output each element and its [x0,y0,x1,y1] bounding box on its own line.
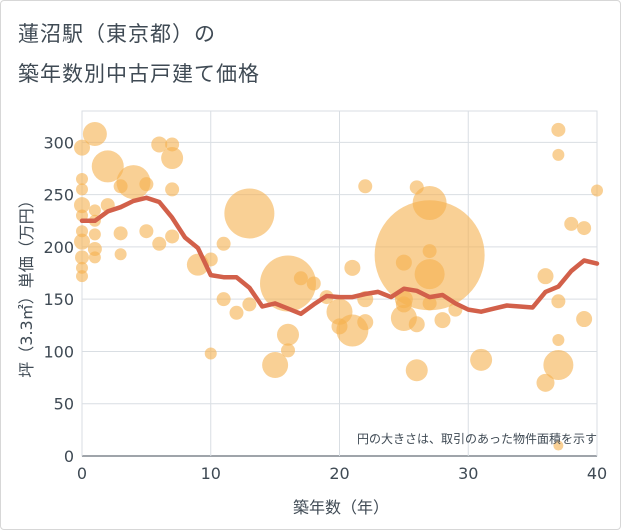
bubble [76,183,88,196]
bubble [552,148,565,161]
bubble [88,251,101,264]
bubble [591,184,603,197]
bubble [577,221,592,236]
bubble [116,165,151,200]
bubble [306,276,321,291]
x-axis-label: 築年数（年） [293,498,389,517]
bubble [293,271,308,286]
x-tick-label: 0 [77,464,87,483]
bubble [422,296,437,311]
bubble [76,270,88,283]
bubble [114,248,127,261]
bubble [76,172,88,185]
bubble [536,373,555,392]
bubble [139,177,154,192]
bubble [74,233,90,250]
bubble-series [74,122,603,451]
bubble [564,216,579,231]
x-tick-label: 10 [201,464,221,483]
bubble [576,311,593,328]
y-tick-label: 200 [43,238,74,257]
y-tick-label: 150 [43,290,74,309]
bubble [344,259,361,276]
bubble [161,147,184,170]
bubble [74,139,90,156]
x-tick-label: 20 [329,464,349,483]
bubble [281,343,295,358]
bubble [74,197,90,214]
y-tick-label: 0 [64,447,74,466]
bubble [260,255,316,312]
bubble [229,305,244,320]
bubble [434,312,451,329]
bubble [76,225,88,238]
bubble [88,204,101,217]
bubble [91,150,124,183]
bubble [139,224,154,239]
bubble [152,236,167,251]
bubble [408,316,425,333]
bubble [165,229,180,244]
bubble-size-note: 円の大きさは、取引のあった物件面積を示す [357,431,597,446]
axis-ticks: 0 50 100 150 200 250 300 0 10 20 30 40 [43,133,607,483]
bubble [553,440,564,451]
bubble [537,268,554,285]
y-tick-label: 300 [43,133,74,152]
trend-line [79,195,600,317]
bubble [82,122,107,146]
bubble [76,209,88,222]
bubble [405,359,428,382]
chart-title-line2: 築年数別中古戸建て価格 [18,62,260,86]
bubble [113,226,128,241]
bubble [75,250,89,265]
bubble [470,348,493,371]
bubble [358,179,373,194]
bubble [204,347,217,360]
bubble [543,350,574,381]
bubble [551,122,566,137]
bubble [216,236,231,251]
chart-title-line1: 蓮沼駅（東京都）の [18,22,216,46]
y-tick-label: 250 [43,186,74,205]
bubble [242,297,257,312]
bubble [414,259,445,290]
x-tick-label: 30 [458,464,478,483]
y-tick-label: 50 [54,395,74,414]
bubble [224,188,275,239]
bubble [151,136,168,153]
bubble [262,352,289,379]
bubble [88,228,101,241]
x-tick-label: 40 [587,464,607,483]
bubble [552,333,565,346]
bubble [277,323,299,346]
bubble [216,292,231,307]
y-axis-label: 坪（3.3㎡）単価（万円） [17,192,36,377]
bubble [551,294,566,309]
bubble [165,182,180,197]
grid-lines [81,110,598,457]
y-tick-label: 100 [43,342,74,361]
bubble [76,261,88,274]
bubble [357,314,374,331]
bubble [374,200,485,311]
